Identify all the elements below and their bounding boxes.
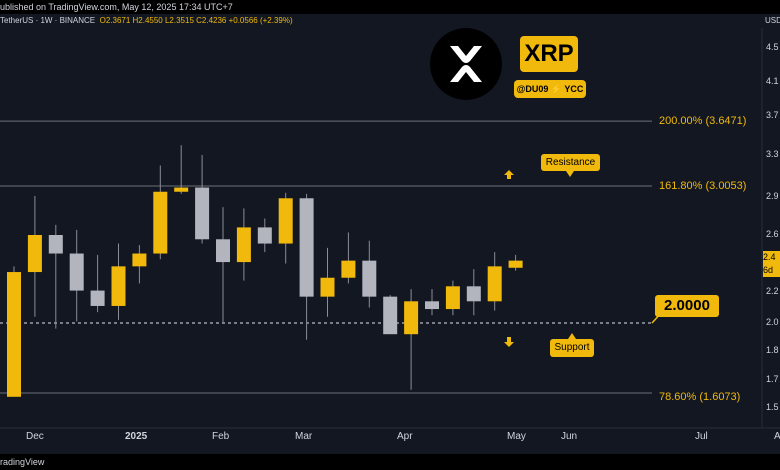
- coin-title: XRP: [520, 36, 578, 72]
- resistance-pointer: [566, 171, 574, 177]
- candle-body-22: [466, 286, 481, 302]
- candle-body-14: [299, 198, 314, 297]
- candle-body-3: [69, 253, 84, 291]
- candle-body-16: [341, 260, 356, 278]
- candle-body-15: [320, 277, 335, 297]
- candle-body-18: [383, 296, 398, 335]
- y-tick-label: 2.0: [766, 317, 779, 327]
- y-tick-label: 1.5: [766, 402, 779, 412]
- xrp-x-icon: [450, 46, 482, 82]
- support-label: Support: [550, 339, 594, 357]
- candle-body-11: [236, 227, 251, 263]
- currency-label[interactable]: USD: [765, 16, 780, 25]
- x-tick-label: 2025: [125, 431, 148, 442]
- candle-body-2: [48, 235, 63, 254]
- x-tick-label: May: [507, 431, 526, 442]
- candle-body-6: [132, 253, 147, 267]
- y-tick-label: 2.6: [766, 229, 779, 239]
- x-tick-label: Dec: [26, 431, 44, 442]
- y-tick-label: 2.9: [766, 191, 779, 201]
- symbol-info: TetherUS · 1W · BINANCE O2.3671 H2.4550 …: [0, 16, 293, 25]
- y-tick-label: 1.7: [766, 374, 779, 384]
- footer-brand: radingView: [0, 457, 45, 467]
- y-tick-label: 4.1: [766, 76, 779, 86]
- resistance-label: Resistance: [541, 154, 600, 171]
- y-tick-label: 1.8: [766, 345, 779, 355]
- xrp-logo: [430, 28, 502, 100]
- candle-body-19: [404, 301, 419, 335]
- footer-bar: radingView: [0, 454, 780, 470]
- fib-200-label: 200.00% (3.6471): [659, 115, 747, 127]
- key-level-label: 2.0000: [655, 295, 719, 317]
- fib-161-label: 161.80% (3.0053): [659, 180, 747, 192]
- x-tick-label: Jun: [561, 431, 578, 442]
- candle-body-12: [257, 227, 272, 244]
- y-tick-label: 3.3: [766, 149, 779, 159]
- candle-body-10: [216, 239, 230, 263]
- candle-body-9: [195, 187, 210, 240]
- y-tick-label: 3.7: [766, 110, 779, 120]
- candle-body-23: [487, 266, 502, 302]
- candle-body-17: [362, 260, 377, 297]
- candle-body-20: [425, 301, 439, 310]
- candle-body-13: [278, 198, 293, 244]
- y-tick-label: 4.5: [766, 42, 779, 52]
- candle-body-5: [111, 266, 126, 306]
- down-arrow-icon: [504, 337, 514, 347]
- author-handle: @DU09 ⚡ YCC: [514, 80, 586, 98]
- top-bar: ublished on TradingView.com, May 12, 202…: [0, 0, 780, 14]
- x-tick-label: Apr: [397, 431, 413, 442]
- up-arrow-icon: [504, 170, 514, 179]
- candle-countdown: 6d: [763, 265, 774, 275]
- x-tick-label: Jul: [695, 431, 708, 442]
- published-text: ublished on TradingView.com, May 12, 202…: [0, 2, 233, 12]
- candle-body-8: [174, 187, 189, 192]
- y-tick-label: 2.2: [766, 286, 779, 296]
- candle-body-1: [27, 235, 42, 273]
- candle-body-4: [90, 290, 105, 306]
- x-tick-label: Feb: [212, 431, 230, 442]
- support-pointer: [568, 333, 576, 339]
- current-price-value: 2.4: [763, 252, 776, 262]
- ohlc-text: O2.3671 H2.4550 L2.3515 C2.4236 +0.0566 …: [99, 16, 293, 25]
- symbol-text: TetherUS · 1W · BINANCE: [0, 16, 96, 25]
- candle-body-21: [445, 286, 460, 310]
- fib-78-label: 78.60% (1.6073): [659, 391, 741, 403]
- candle-body-24: [508, 260, 523, 268]
- current-price-tag: 2.4 6d: [763, 251, 780, 277]
- candle-body-0: [7, 272, 21, 397]
- candle-body-7: [153, 191, 168, 254]
- x-tick-label: Mar: [295, 431, 313, 442]
- x-tick-label: Au: [774, 431, 780, 442]
